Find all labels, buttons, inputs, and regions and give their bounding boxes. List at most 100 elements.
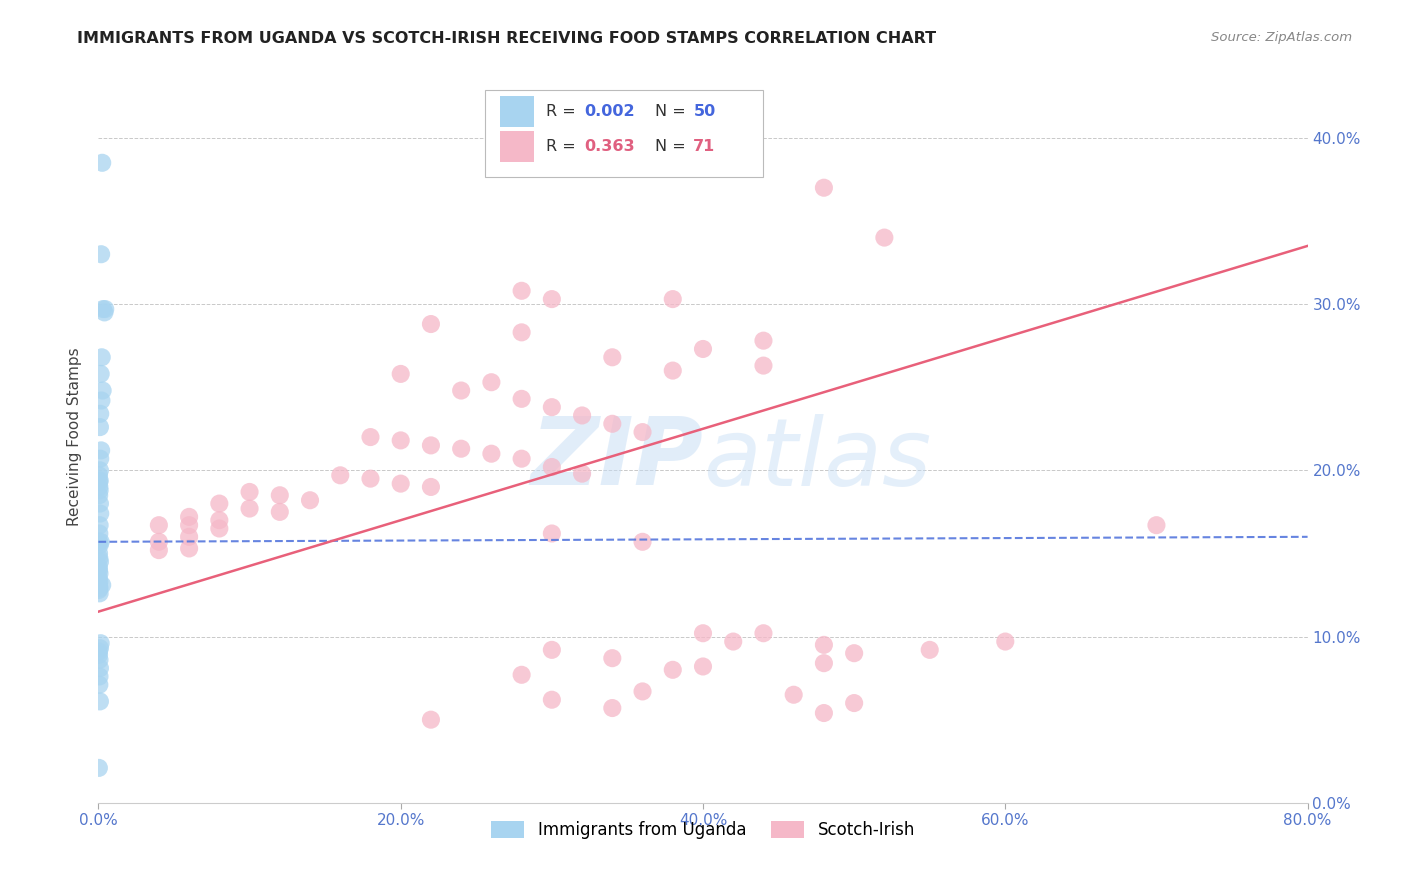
Point — [89, 463, 111, 477]
Point — [87, 546, 110, 560]
Point — [540, 526, 562, 541]
FancyBboxPatch shape — [485, 90, 763, 178]
Point — [329, 468, 352, 483]
Legend: Immigrants from Uganda, Scotch-Irish: Immigrants from Uganda, Scotch-Irish — [484, 814, 922, 846]
Point — [89, 641, 111, 656]
Point — [90, 247, 112, 261]
Point — [208, 521, 231, 535]
Point — [208, 513, 231, 527]
Point — [91, 155, 114, 169]
Point — [89, 586, 111, 600]
Point — [918, 643, 941, 657]
Point — [752, 334, 775, 348]
Bar — [501, 131, 534, 162]
Point — [87, 648, 110, 662]
Point — [239, 501, 262, 516]
Point — [450, 384, 472, 398]
Text: Source: ZipAtlas.com: Source: ZipAtlas.com — [1212, 31, 1353, 45]
Point — [540, 400, 562, 414]
Point — [844, 646, 866, 660]
Point — [87, 468, 110, 483]
Point — [89, 475, 111, 489]
Text: N =: N = — [655, 104, 690, 120]
Point — [89, 574, 111, 589]
Text: atlas: atlas — [703, 414, 931, 505]
Point — [94, 301, 117, 317]
Point — [540, 460, 562, 475]
Point — [389, 367, 412, 381]
Point — [179, 530, 201, 544]
Point — [148, 534, 170, 549]
Point — [87, 578, 110, 592]
Point — [450, 442, 472, 456]
Point — [661, 663, 683, 677]
Point — [661, 363, 683, 377]
Point — [510, 392, 533, 406]
Point — [269, 488, 291, 502]
Point — [813, 706, 835, 720]
Point — [89, 653, 111, 667]
Point — [813, 180, 835, 194]
Point — [752, 359, 775, 373]
Point — [89, 678, 111, 692]
Point — [571, 409, 593, 423]
Point — [661, 292, 683, 306]
Point — [89, 669, 111, 683]
Point — [481, 447, 503, 461]
Point — [602, 701, 624, 715]
Point — [87, 571, 110, 585]
Point — [844, 696, 866, 710]
Point — [389, 476, 412, 491]
Point — [723, 634, 745, 648]
Point — [90, 367, 112, 381]
Point — [602, 651, 624, 665]
Point — [510, 284, 533, 298]
Point — [631, 684, 654, 698]
Y-axis label: Receiving Food Stamps: Receiving Food Stamps — [67, 348, 83, 526]
Point — [692, 626, 714, 640]
Point — [89, 538, 111, 552]
Point — [631, 425, 654, 439]
Point — [783, 688, 806, 702]
Point — [91, 384, 114, 398]
Text: 0.002: 0.002 — [585, 104, 636, 120]
Point — [179, 509, 201, 524]
Point — [87, 644, 110, 658]
Text: IMMIGRANTS FROM UGANDA VS SCOTCH-IRISH RECEIVING FOOD STAMPS CORRELATION CHART: IMMIGRANTS FROM UGANDA VS SCOTCH-IRISH R… — [77, 31, 936, 46]
Point — [360, 430, 382, 444]
Point — [540, 692, 562, 706]
Point — [994, 634, 1017, 648]
Point — [420, 480, 443, 494]
Point — [602, 417, 624, 431]
Point — [89, 507, 111, 521]
Text: R =: R = — [546, 139, 581, 154]
Text: 50: 50 — [693, 104, 716, 120]
Point — [90, 351, 112, 365]
Text: 0.363: 0.363 — [585, 139, 636, 154]
Point — [813, 638, 835, 652]
Point — [91, 578, 114, 592]
Text: 71: 71 — [693, 139, 716, 154]
Point — [873, 230, 896, 244]
Point — [360, 472, 382, 486]
Bar — [501, 96, 534, 127]
Point — [89, 566, 111, 581]
Point — [90, 636, 112, 650]
Point — [89, 534, 111, 549]
Point — [269, 505, 291, 519]
Point — [389, 434, 412, 448]
Point — [87, 761, 110, 775]
Point — [89, 661, 111, 675]
Point — [148, 518, 170, 533]
Point — [208, 497, 231, 511]
Point — [631, 534, 654, 549]
Point — [510, 667, 533, 681]
Text: R =: R = — [546, 104, 581, 120]
Point — [540, 292, 562, 306]
Point — [179, 518, 201, 533]
Point — [89, 483, 111, 498]
Point — [89, 420, 111, 434]
Point — [752, 626, 775, 640]
Point — [813, 656, 835, 670]
Point — [89, 582, 111, 596]
